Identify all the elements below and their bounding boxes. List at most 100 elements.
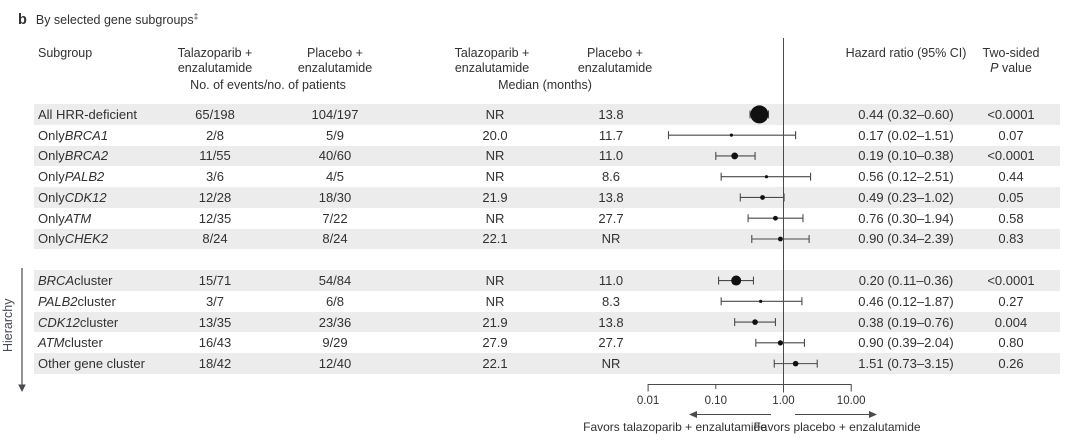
p-value-text: 0.80 bbox=[998, 335, 1024, 351]
median-placebo: 27.7 bbox=[598, 210, 624, 226]
column-header-median-span: Median (months) bbox=[498, 78, 592, 92]
panel-title: b By selected gene subgroups‡ bbox=[18, 11, 198, 28]
hazard-ratio-text: 0.56 (0.12–2.51) bbox=[858, 169, 954, 185]
column-header-p-value: Two-sided P value bbox=[982, 46, 1040, 75]
median-talazoparib: 20.0 bbox=[482, 127, 508, 143]
median-talazoparib: 21.9 bbox=[482, 314, 508, 330]
subgroup-label: Only CDK12 bbox=[38, 189, 107, 205]
favors-right-arrowhead bbox=[869, 411, 877, 418]
table-row: ATM cluster 16/43 9/29 27.9 27.7 0.90 (0.39–2… bbox=[34, 332, 1060, 353]
median-placebo: 13.8 bbox=[598, 106, 624, 122]
hazard-ratio-text: 0.49 (0.23–1.02) bbox=[858, 189, 954, 205]
hazard-ratio-text: 1.51 (0.73–3.15) bbox=[858, 356, 954, 372]
events-talazoparib: 18/42 bbox=[198, 356, 232, 372]
subgroup-label: PALB2 cluster bbox=[38, 293, 116, 309]
hierarchy-arrowhead bbox=[18, 384, 26, 392]
favors-left-label: Favors talazoparib + enzalutamide bbox=[583, 420, 767, 434]
column-header-arm2: Placebo + enzalutamide bbox=[297, 46, 373, 75]
x-axis-tick-label: 0.01 bbox=[636, 395, 660, 407]
subgroup-label: Only CHEK2 bbox=[38, 231, 109, 247]
p-value-text: <0.0001 bbox=[987, 273, 1035, 289]
median-talazoparib: 22.1 bbox=[482, 356, 508, 372]
events-talazoparib: 16/43 bbox=[198, 335, 232, 351]
table-row: BRCA cluster 15/71 54/84 NR 11.0 0.20 (0.11–0… bbox=[34, 270, 1060, 291]
events-talazoparib: 8/24 bbox=[202, 231, 228, 247]
hazard-ratio-text: 0.44 (0.32–0.60) bbox=[858, 106, 954, 122]
table-row: Only ATM 12/35 7/22 NR 27.7 0.76 (0.30–1.94) 0… bbox=[34, 208, 1060, 229]
median-talazoparib: NR bbox=[485, 169, 505, 185]
events-placebo: 23/36 bbox=[318, 314, 352, 330]
table-row: PALB2 cluster 3/7 6/8 NR 8.3 0.46 (0.12–1.87)… bbox=[34, 291, 1060, 312]
x-axis bbox=[647, 384, 852, 392]
favors-right-label: Favors placebo + enzalutamide bbox=[753, 420, 921, 434]
median-placebo: 8.6 bbox=[601, 169, 621, 185]
median-placebo: 11.7 bbox=[598, 127, 624, 143]
table-row: Only BRCA2 11/55 40/60 NR 11.0 0.19 (0.10–0.3… bbox=[34, 145, 1060, 167]
p-value-text: 0.27 bbox=[998, 293, 1024, 309]
table-row: Other gene cluster 18/42 12/40 22.1 NR 1.51 (… bbox=[34, 353, 1060, 374]
median-placebo: 13.8 bbox=[598, 189, 624, 205]
median-talazoparib: NR bbox=[485, 273, 505, 289]
subgroup-label: Only BRCA1 bbox=[38, 127, 109, 143]
p-value-text: 0.004 bbox=[994, 314, 1028, 330]
p-value-text: 0.07 bbox=[998, 127, 1024, 143]
median-placebo: 11.0 bbox=[598, 273, 624, 289]
median-talazoparib: 21.9 bbox=[482, 189, 508, 205]
median-placebo: 11.0 bbox=[598, 148, 624, 164]
hazard-ratio-text: 0.90 (0.39–2.04) bbox=[858, 335, 954, 351]
hazard-ratio-text: 0.46 (0.12–1.87) bbox=[858, 293, 954, 309]
events-talazoparib: 13/35 bbox=[198, 314, 232, 330]
events-talazoparib: 3/6 bbox=[205, 169, 225, 185]
p-value-text: <0.0001 bbox=[987, 106, 1035, 122]
panel-title-text: By selected gene subgroups bbox=[35, 13, 194, 28]
events-placebo: 40/60 bbox=[318, 148, 352, 164]
subgroup-label: ATM cluster bbox=[38, 335, 103, 351]
hazard-ratio-text: 0.19 (0.10–0.38) bbox=[858, 148, 954, 164]
events-talazoparib: 12/28 bbox=[198, 189, 232, 205]
column-header-hazard-ratio: Hazard ratio (95% CI) bbox=[845, 46, 967, 60]
table-row: All HRR-deficient 65/198 104/197 NR 13.8 0.44… bbox=[34, 104, 1060, 125]
median-talazoparib: NR bbox=[485, 148, 505, 164]
events-placebo: 7/22 bbox=[322, 210, 348, 226]
events-placebo: 18/30 bbox=[318, 189, 352, 205]
events-talazoparib: 2/8 bbox=[205, 127, 225, 143]
subgroup-label: Only PALB2 bbox=[38, 169, 105, 185]
table-row: Only CHEK2 8/24 8/24 22.1 NR 0.90 (0.34–2.39)… bbox=[34, 228, 1060, 250]
median-placebo: NR bbox=[601, 356, 621, 372]
column-header-events-span: No. of events/no. of patients bbox=[190, 78, 346, 92]
p-value-text: 0.44 bbox=[998, 169, 1024, 185]
subgroup-label: All HRR-deficient bbox=[38, 106, 137, 122]
subgroup-label: CDK12 cluster bbox=[38, 314, 119, 330]
events-placebo: 104/197 bbox=[311, 106, 359, 122]
column-header-arm4: Placebo + enzalutamide bbox=[577, 46, 653, 75]
x-axis-tick-label: 1.00 bbox=[772, 395, 795, 407]
footnote-mark: ‡ bbox=[193, 11, 199, 21]
hazard-ratio-text: 0.17 (0.02–1.51) bbox=[858, 127, 954, 143]
p-value-text: <0.0001 bbox=[987, 148, 1035, 164]
column-header-arm1: Talazoparib + enzalutamide bbox=[177, 46, 253, 75]
events-talazoparib: 3/7 bbox=[205, 293, 225, 309]
median-placebo: 13.8 bbox=[598, 314, 624, 330]
p-value-text: 0.83 bbox=[998, 231, 1024, 247]
p-value-text: 0.26 bbox=[998, 356, 1024, 372]
table-row: Only BRCA1 2/8 5/9 20.0 11.7 0.17 (0.02–1.51)… bbox=[34, 125, 1060, 146]
events-talazoparib: 15/71 bbox=[198, 273, 232, 289]
hazard-ratio-text: 0.90 (0.34–2.39) bbox=[858, 231, 954, 247]
events-placebo: 4/5 bbox=[325, 169, 345, 185]
subgroup-label: Other gene cluster bbox=[38, 356, 145, 372]
median-talazoparib: NR bbox=[485, 293, 505, 309]
hierarchy-label: Hierarchy bbox=[1, 298, 15, 353]
table-row: CDK12 cluster 13/35 23/36 21.9 13.8 0.38 (0.1… bbox=[34, 311, 1060, 333]
events-placebo: 5/9 bbox=[325, 127, 345, 143]
events-placebo: 54/84 bbox=[318, 273, 352, 289]
subgroup-label: Only ATM bbox=[38, 210, 92, 226]
panel-letter: b bbox=[18, 12, 27, 29]
events-talazoparib: 12/35 bbox=[198, 210, 232, 226]
median-talazoparib: 22.1 bbox=[482, 231, 508, 247]
table-row: Only CDK12 12/28 18/30 21.9 13.8 0.49 (0.23–1… bbox=[34, 187, 1060, 208]
column-header-subgroup: Subgroup bbox=[38, 46, 93, 60]
subgroup-label: BRCA cluster bbox=[38, 273, 113, 289]
column-header-arm3: Talazoparib + enzalutamide bbox=[454, 46, 530, 75]
median-talazoparib: NR bbox=[485, 210, 505, 226]
